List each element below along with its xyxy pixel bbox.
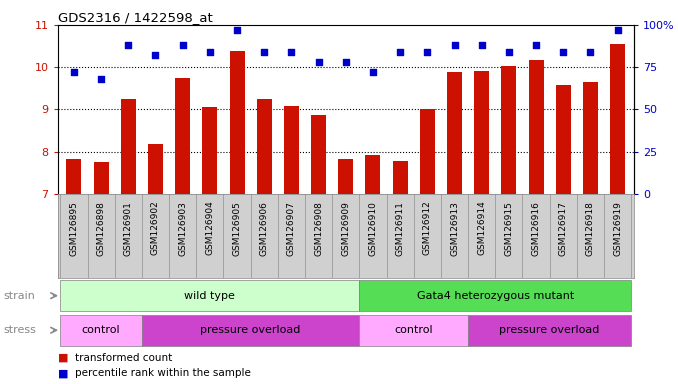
Bar: [284, 106, 299, 194]
Point: [612, 27, 623, 33]
Text: strain: strain: [3, 291, 35, 301]
Point: [395, 49, 405, 55]
Text: GSM126917: GSM126917: [559, 201, 567, 256]
Point: [476, 42, 487, 48]
Point: [96, 76, 106, 82]
Text: GSM126913: GSM126913: [450, 201, 459, 256]
Bar: [94, 162, 108, 194]
Text: GSM126909: GSM126909: [341, 201, 351, 256]
Text: GSM126907: GSM126907: [287, 201, 296, 256]
Text: GSM126914: GSM126914: [477, 201, 486, 255]
Text: pressure overload: pressure overload: [500, 325, 600, 335]
Point: [68, 69, 79, 75]
Bar: [556, 85, 571, 194]
Point: [367, 69, 378, 75]
Bar: [311, 114, 326, 194]
Text: GSM126911: GSM126911: [396, 201, 405, 256]
Bar: [148, 144, 163, 194]
Bar: [359, 315, 468, 346]
Text: GSM126910: GSM126910: [368, 201, 378, 256]
Text: GSM126904: GSM126904: [205, 201, 214, 255]
Bar: [257, 99, 272, 194]
Text: stress: stress: [3, 325, 36, 335]
Point: [558, 49, 569, 55]
Text: GDS2316 / 1422598_at: GDS2316 / 1422598_at: [58, 11, 212, 24]
Text: GSM126901: GSM126901: [124, 201, 133, 256]
Bar: [60, 280, 359, 311]
Point: [422, 49, 433, 55]
Bar: [529, 60, 544, 194]
Point: [340, 59, 351, 65]
Text: GSM126903: GSM126903: [178, 201, 187, 256]
Bar: [203, 107, 218, 194]
Text: GSM126912: GSM126912: [423, 201, 432, 255]
Text: ■: ■: [58, 353, 68, 363]
Bar: [393, 161, 407, 194]
Bar: [583, 82, 598, 194]
Text: Gata4 heterozygous mutant: Gata4 heterozygous mutant: [417, 291, 574, 301]
Text: transformed count: transformed count: [75, 353, 172, 363]
Point: [313, 59, 324, 65]
Bar: [447, 72, 462, 194]
Point: [123, 42, 134, 48]
Text: control: control: [395, 325, 433, 335]
Point: [232, 27, 243, 33]
Bar: [60, 315, 142, 346]
Text: GSM126906: GSM126906: [260, 201, 268, 256]
Bar: [121, 99, 136, 194]
Bar: [142, 315, 359, 346]
Point: [150, 52, 161, 58]
Point: [205, 49, 216, 55]
Text: percentile rank within the sample: percentile rank within the sample: [75, 368, 250, 379]
Bar: [420, 109, 435, 194]
Text: GSM126918: GSM126918: [586, 201, 595, 256]
Point: [585, 49, 596, 55]
Bar: [365, 155, 380, 194]
Bar: [66, 159, 81, 194]
Point: [504, 49, 515, 55]
Text: GSM126902: GSM126902: [151, 201, 160, 255]
Text: control: control: [82, 325, 121, 335]
Text: GSM126898: GSM126898: [97, 201, 106, 256]
Bar: [338, 159, 353, 194]
Bar: [502, 66, 517, 194]
Text: wild type: wild type: [184, 291, 235, 301]
Text: GSM126895: GSM126895: [69, 201, 79, 256]
Point: [259, 49, 270, 55]
Text: GSM126919: GSM126919: [613, 201, 622, 256]
Point: [449, 42, 460, 48]
Point: [286, 49, 297, 55]
Text: GSM126908: GSM126908: [314, 201, 323, 256]
Text: GSM126915: GSM126915: [504, 201, 513, 256]
Text: ■: ■: [58, 368, 68, 379]
Bar: [359, 280, 631, 311]
Bar: [610, 44, 625, 194]
Bar: [230, 51, 245, 194]
Text: GSM126905: GSM126905: [233, 201, 241, 256]
Bar: [175, 78, 190, 194]
Point: [177, 42, 188, 48]
Text: GSM126916: GSM126916: [532, 201, 540, 256]
Text: pressure overload: pressure overload: [201, 325, 301, 335]
Point: [531, 42, 542, 48]
Bar: [468, 315, 631, 346]
Bar: [474, 71, 489, 194]
